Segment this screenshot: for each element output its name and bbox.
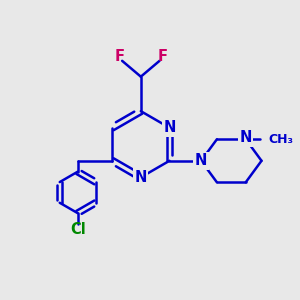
Text: Cl: Cl [70, 222, 86, 237]
Text: F: F [158, 49, 167, 64]
Text: N: N [135, 170, 147, 185]
Text: CH₃: CH₃ [269, 133, 294, 146]
Text: N: N [239, 130, 252, 145]
Text: F: F [114, 49, 124, 64]
Text: N: N [195, 153, 207, 168]
Text: N: N [163, 120, 176, 135]
